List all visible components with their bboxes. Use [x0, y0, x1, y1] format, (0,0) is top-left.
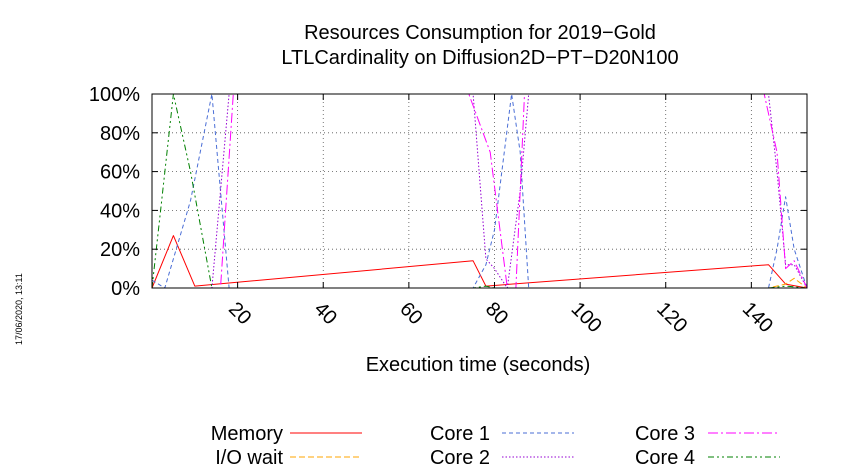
plot-frame — [151, 93, 808, 289]
series-line-core-1 — [151, 93, 808, 289]
x-tick-label: 20 — [224, 298, 255, 329]
x-tick-label: 140 — [738, 298, 777, 337]
chart-subtitle: LTLCardinality on Diffusion2D−PT−D20N100 — [281, 47, 678, 69]
legend-label: Core 3 — [635, 423, 695, 445]
timestamp-label: 17/06/2020, 13:11 — [14, 273, 24, 345]
x-tick-label: 80 — [481, 298, 512, 329]
x-tick-label: 40 — [310, 298, 341, 329]
x-axis-label: Execution time (seconds) — [366, 354, 591, 376]
series-line-core-3 — [152, 93, 808, 289]
y-tick-label: 60% — [100, 162, 140, 184]
y-tick-label: 40% — [100, 200, 140, 222]
x-tick-label: 60 — [395, 298, 426, 329]
x-tick-label: 120 — [652, 298, 691, 337]
series-layer — [151, 93, 808, 289]
chart-title: Resources Consumption for 2019−Gold — [304, 22, 656, 44]
y-tick-label: 20% — [100, 239, 140, 261]
y-tick-label: 100% — [89, 84, 140, 106]
legend-label: Core 2 — [430, 447, 490, 469]
legend-label: Core 1 — [430, 423, 490, 445]
legend-label: Core 4 — [635, 447, 695, 469]
legend-label: I/O wait — [215, 447, 283, 469]
grid-lines — [152, 94, 807, 288]
x-tick-label: 100 — [567, 298, 606, 337]
y-tick-label: 0% — [111, 278, 140, 300]
legend-label: Memory — [211, 423, 283, 445]
series-line-memory — [151, 235, 808, 289]
y-tick-label: 80% — [100, 123, 140, 145]
